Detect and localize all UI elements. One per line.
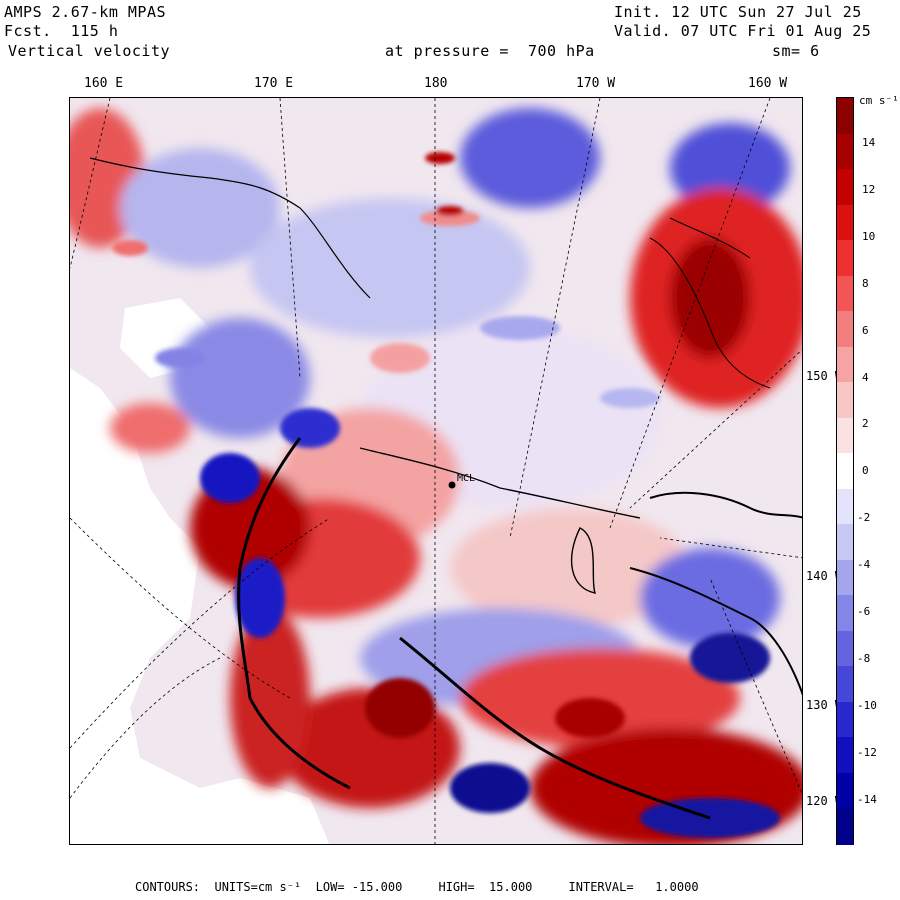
model-title: AMPS 2.67-km MPAS — [4, 3, 167, 21]
colorbar-segment — [837, 701, 853, 738]
colorbar-tick-label: 12 — [862, 182, 876, 196]
colorbar-segment — [837, 275, 853, 312]
colorbar-segment — [837, 559, 853, 596]
colorbar-tick-label: 8 — [862, 276, 869, 290]
lat-label-140w: 140 W — [806, 569, 843, 583]
footer-interval: INTERVAL= 1.0000 — [568, 880, 699, 894]
station-marker — [448, 481, 456, 489]
colorbar-tick-label: -10 — [857, 698, 877, 712]
forecast-hour: Fcst. 115 h — [4, 22, 119, 40]
pressure-level: at pressure = 700 hPa — [385, 42, 595, 60]
footer-low: LOW= -15.000 — [315, 880, 403, 894]
lat-label-150w: 150 W — [806, 369, 843, 383]
colorbar-segment — [837, 666, 853, 703]
contour-footer: CONTOURS: UNITS=cm s⁻¹ LOW= -15.000 HIGH… — [135, 880, 699, 894]
colorbar-tick-label: 14 — [862, 136, 876, 149]
field-detail-layer — [112, 152, 780, 838]
field-name: Vertical velocity — [8, 42, 171, 60]
colorbar-tick-label: 0 — [862, 464, 869, 478]
lon-label-170w: 170 W — [576, 76, 616, 91]
coastline-contours — [89, 157, 802, 820]
colorbar-segment — [837, 417, 853, 454]
lon-label-170e: 170 E — [254, 76, 294, 91]
valid-time: Valid. 07 UTC Fri 01 Aug 25 — [614, 22, 872, 40]
colorbar-tick-label: 10 — [862, 229, 876, 243]
colorbar-segment — [837, 346, 853, 383]
colorbar-segment — [837, 772, 853, 810]
colorbar-segment — [837, 630, 853, 667]
station-label: MCL — [457, 473, 475, 484]
colorbar-segment — [837, 169, 853, 206]
colorbar-tick-label: -6 — [857, 605, 871, 618]
colorbar-tick-label: 4 — [862, 370, 869, 384]
colorbar-tick-label: -2 — [857, 511, 871, 525]
colorbar-tick-label: -8 — [857, 651, 871, 665]
colorbar-segment — [837, 98, 853, 135]
colorbar-segment — [837, 240, 853, 277]
lon-label-180: 180 — [424, 76, 448, 91]
lon-label-160w: 160 W — [748, 76, 788, 91]
colorbar-segment — [837, 311, 853, 348]
footer-high: HIGH= 15.000 — [438, 880, 533, 894]
colorbar-tick-label: 2 — [862, 417, 869, 431]
smoothing-label: sm= 6 — [772, 42, 820, 60]
colorbar-tick-label: 6 — [862, 323, 869, 337]
colorbar-segment — [837, 737, 853, 774]
colorbar-segment — [837, 382, 853, 419]
outside-domain-region — [70, 368, 330, 844]
colorbar-segment — [837, 133, 853, 170]
lat-label-130w: 130 W — [806, 698, 843, 712]
footer-label: CONTOURS: — [135, 880, 201, 894]
lat-label-120w: 120 W — [806, 794, 843, 808]
map-canvas: MCL — [70, 98, 802, 844]
vertical-velocity-map: MCL — [69, 97, 803, 845]
colorbar-segment — [837, 808, 853, 845]
footer-units: UNITS=cm s⁻¹ — [214, 880, 302, 894]
colorbar-segment — [837, 453, 853, 490]
colorbar-segment — [837, 204, 853, 241]
colorbar-tick-label: -4 — [857, 558, 871, 572]
colorbar-tick-label: -12 — [857, 745, 877, 759]
colorbar-segment — [837, 524, 853, 561]
colorbar-units: cm s⁻¹ — [859, 94, 899, 107]
init-time: Init. 12 UTC Sun 27 Jul 25 — [614, 3, 862, 21]
colorbar-segment — [837, 595, 853, 632]
colorbar-tick-label: -14 — [857, 792, 877, 806]
colorbar — [836, 97, 854, 845]
lon-label-160e: 160 E — [84, 76, 124, 91]
field-smooth-layer — [70, 108, 802, 844]
graticule — [70, 98, 802, 844]
colorbar-segment — [837, 488, 853, 525]
